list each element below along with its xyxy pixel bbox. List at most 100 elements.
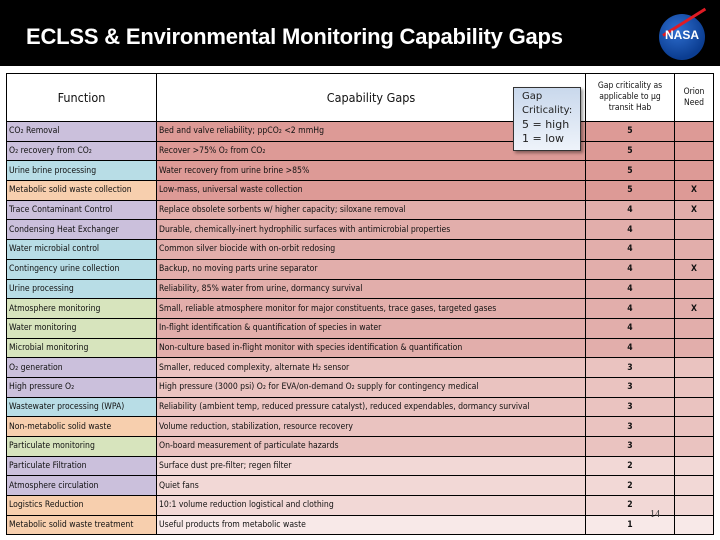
orion-need-cell xyxy=(674,278,714,300)
criticality-legend: Gap Criticality: 5 = high 1 = low xyxy=(513,87,581,151)
table-row: Atmosphere circulation Quiet fans 2 xyxy=(6,475,714,497)
function-cell: Particulate monitoring xyxy=(6,436,157,457)
function-cell: CO₂ Removal xyxy=(6,121,157,142)
capability-gap-cell: Bed and valve reliability; ppCO₂ <2 mmHg xyxy=(156,121,586,142)
criticality-cell: 5 xyxy=(585,121,675,142)
criticality-cell: 1 xyxy=(585,514,675,536)
page-number: 14 xyxy=(650,509,660,520)
page-title: ECLSS & Environmental Monitoring Capabil… xyxy=(26,24,563,49)
table-row: Water microbial control Common silver bio… xyxy=(6,239,714,260)
capability-gap-cell: 10:1 volume reduction logistical and clo… xyxy=(156,495,586,516)
criticality-cell: 3 xyxy=(585,357,675,378)
table-row: Atmosphere monitoring Small, reliable atm… xyxy=(6,298,714,319)
function-cell: Logistics Reduction xyxy=(6,495,157,516)
orion-need-cell xyxy=(674,239,714,260)
orion-need-cell: X xyxy=(674,298,714,319)
criticality-cell: 2 xyxy=(585,475,675,497)
column-header-function: Function xyxy=(6,73,157,122)
table-row: Metabolic solid waste treatment Useful pr… xyxy=(6,514,714,536)
orion-need-cell xyxy=(674,475,714,497)
criticality-cell: 5 xyxy=(585,140,675,162)
function-cell: High pressure O₂ xyxy=(6,376,157,398)
table-row: Wastewater processing (WPA) Reliability (… xyxy=(6,396,714,418)
criticality-cell: 4 xyxy=(585,258,675,280)
function-cell: Atmosphere monitoring xyxy=(6,298,157,319)
criticality-cell: 3 xyxy=(585,396,675,418)
criticality-cell: 3 xyxy=(585,436,675,457)
orion-need-cell xyxy=(674,436,714,457)
orion-need-cell xyxy=(674,357,714,378)
orion-need-cell xyxy=(674,317,714,339)
function-cell: Metabolic solid waste collection xyxy=(6,180,157,201)
orion-need-cell xyxy=(674,495,714,516)
legend-line: Gap xyxy=(522,91,543,102)
capability-gap-cell: Useful products from metabolic waste xyxy=(156,514,586,536)
capability-gap-cell: On-board measurement of particulate haza… xyxy=(156,436,586,457)
function-cell: Wastewater processing (WPA) xyxy=(6,396,157,418)
table-row: High pressure O₂ High pressure (3000 psi)… xyxy=(6,376,714,398)
orion-need-cell xyxy=(674,455,714,477)
capability-gap-cell: Replace obsolete sorbents w/ higher capa… xyxy=(156,199,586,221)
orion-need-cell: X xyxy=(674,180,714,201)
function-cell: Water microbial control xyxy=(6,239,157,260)
criticality-cell: 4 xyxy=(585,317,675,339)
orion-need-cell: X xyxy=(674,199,714,221)
function-cell: Particulate Filtration xyxy=(6,455,157,477)
capability-gap-cell: Reliability, 85% water from urine, dorma… xyxy=(156,278,586,300)
capability-gap-cell: Common silver biocide with on-orbit redo… xyxy=(156,239,586,260)
orion-need-cell xyxy=(674,514,714,536)
table-row: Trace Contaminant Control Replace obsolet… xyxy=(6,199,714,221)
criticality-cell: 4 xyxy=(585,298,675,319)
nasa-logo-icon: NASA xyxy=(659,7,707,60)
function-cell: Condensing Heat Exchanger xyxy=(6,219,157,241)
criticality-cell: 4 xyxy=(585,239,675,260)
orion-need-cell xyxy=(674,219,714,241)
capability-gap-cell: Quiet fans xyxy=(156,475,586,497)
function-cell: Microbial monitoring xyxy=(6,337,157,359)
column-header-orion-need: Orion Need xyxy=(674,73,714,122)
capability-gaps-table: Function Capability Gaps Gap criticality… xyxy=(6,73,714,536)
table-row: Particulate monitoring On-board measureme… xyxy=(6,436,714,457)
orion-need-cell xyxy=(674,160,714,182)
table-row: Water monitoring In-flight identification… xyxy=(6,317,714,339)
table-row: Metabolic solid waste collection Low-mass… xyxy=(6,180,714,201)
capability-gap-cell: Non-culture based in-flight monitor with… xyxy=(156,337,586,359)
criticality-cell: 4 xyxy=(585,219,675,241)
criticality-cell: 4 xyxy=(585,278,675,300)
capability-gap-cell: Surface dust pre-filter; regen filter xyxy=(156,455,586,477)
table-row: Logistics Reduction 10:1 volume reduction… xyxy=(6,495,714,516)
capability-gap-cell: Durable, chemically-inert hydrophilic su… xyxy=(156,219,586,241)
table-row: Non-metabolic solid waste Volume reductio… xyxy=(6,416,714,437)
capability-gap-cell: Reliability (ambient temp, reduced press… xyxy=(156,396,586,418)
function-cell: Urine brine processing xyxy=(6,160,157,182)
criticality-cell: 2 xyxy=(585,455,675,477)
function-cell: Metabolic solid waste treatment xyxy=(6,514,157,536)
criticality-cell: 5 xyxy=(585,160,675,182)
criticality-cell: 5 xyxy=(585,180,675,201)
capability-gap-cell: Volume reduction, stabilization, resourc… xyxy=(156,416,586,437)
capability-gap-cell: Low-mass, universal waste collection xyxy=(156,180,586,201)
function-cell: Water monitoring xyxy=(6,317,157,339)
table-row: Urine brine processing Water recovery fro… xyxy=(6,160,714,182)
table-row: O₂ generation Smaller, reduced complexity… xyxy=(6,357,714,378)
function-cell: O₂ recovery from CO₂ xyxy=(6,140,157,162)
column-header-criticality: Gap criticality as applicable to μg tran… xyxy=(585,73,675,122)
criticality-cell: 3 xyxy=(585,416,675,437)
legend-line: Criticality: xyxy=(522,105,573,116)
table-body: CO₂ Removal Bed and valve reliability; pp… xyxy=(6,121,714,536)
function-cell: Atmosphere circulation xyxy=(6,475,157,497)
table-row: Particulate Filtration Surface dust pre-f… xyxy=(6,455,714,477)
capability-gap-cell: Backup, no moving parts urine separator xyxy=(156,258,586,280)
table-row: Microbial monitoring Non-culture based in… xyxy=(6,337,714,359)
title-bar: ECLSS & Environmental Monitoring Capabil… xyxy=(0,0,720,66)
orion-need-cell: X xyxy=(674,258,714,280)
capability-gap-cell: Small, reliable atmosphere monitor for m… xyxy=(156,298,586,319)
table-row: O₂ recovery from CO₂ Recover >75% O₂ from… xyxy=(6,140,714,162)
capability-gap-cell: In-flight identification & quantificatio… xyxy=(156,317,586,339)
capability-gap-cell: High pressure (3000 psi) O₂ for EVA/on-d… xyxy=(156,376,586,398)
capability-gap-cell: Smaller, reduced complexity, alternate H… xyxy=(156,357,586,378)
legend-line: 5 = high xyxy=(522,118,570,131)
table-header-row: Function Capability Gaps Gap criticality… xyxy=(6,73,714,122)
criticality-cell: 4 xyxy=(585,337,675,359)
orion-need-cell xyxy=(674,396,714,418)
